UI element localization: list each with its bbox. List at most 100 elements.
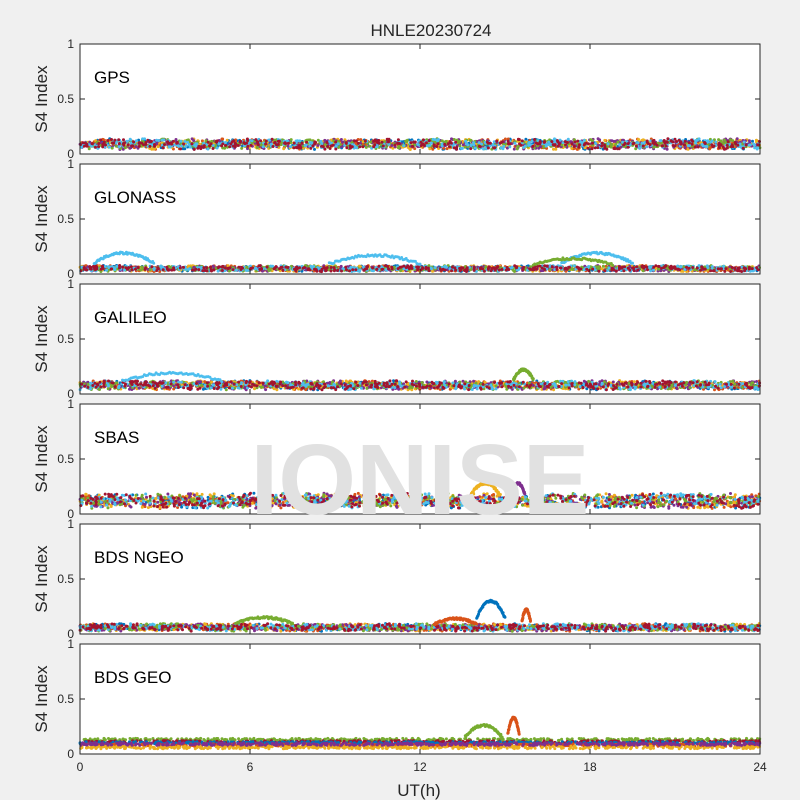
data-point bbox=[237, 265, 241, 269]
data-point bbox=[215, 146, 219, 150]
data-point bbox=[555, 268, 559, 271]
data-point bbox=[348, 146, 352, 150]
data-point bbox=[321, 145, 325, 149]
data-point bbox=[687, 266, 691, 270]
data-point bbox=[99, 138, 103, 142]
data-point bbox=[550, 265, 554, 269]
data-point bbox=[377, 264, 381, 268]
data-point bbox=[500, 268, 504, 271]
data-point bbox=[224, 144, 227, 147]
data-point bbox=[299, 146, 303, 150]
data-point bbox=[334, 140, 338, 144]
data-point bbox=[489, 269, 493, 273]
data-point bbox=[614, 143, 618, 146]
data-point bbox=[554, 147, 558, 151]
data-point bbox=[741, 146, 745, 150]
data-point bbox=[216, 266, 220, 270]
data-point bbox=[406, 264, 410, 268]
data-point bbox=[756, 146, 760, 150]
data-point bbox=[174, 138, 178, 141]
data-point bbox=[686, 144, 690, 148]
data-point bbox=[362, 268, 366, 272]
data-point bbox=[238, 140, 242, 144]
data-point bbox=[123, 146, 127, 150]
data-point bbox=[606, 142, 610, 146]
data-point bbox=[115, 264, 119, 268]
data-point bbox=[572, 145, 576, 148]
data-point bbox=[358, 145, 362, 149]
data-point bbox=[391, 146, 395, 150]
data-point bbox=[316, 144, 320, 147]
data-point bbox=[452, 138, 456, 141]
data-point bbox=[148, 144, 152, 148]
data-point bbox=[516, 145, 520, 148]
data-point bbox=[710, 265, 714, 269]
data-point bbox=[340, 269, 343, 273]
data-point bbox=[443, 142, 447, 146]
data-point bbox=[600, 144, 604, 148]
data-point bbox=[257, 264, 261, 268]
data-point bbox=[726, 140, 730, 144]
data-point bbox=[397, 146, 401, 150]
data-point bbox=[419, 144, 423, 148]
data-point bbox=[628, 268, 632, 272]
data-point bbox=[351, 268, 355, 272]
data-point bbox=[573, 140, 577, 144]
data-point bbox=[686, 147, 690, 151]
panel-plot-area bbox=[80, 164, 760, 274]
data-point bbox=[637, 137, 640, 141]
data-point bbox=[413, 147, 417, 151]
data-point bbox=[725, 143, 729, 147]
y-tick-label: 0.5 bbox=[57, 92, 74, 106]
data-point bbox=[212, 268, 216, 272]
data-point bbox=[552, 147, 555, 151]
data-point bbox=[316, 138, 320, 142]
data-point bbox=[634, 147, 638, 151]
data-point bbox=[500, 140, 504, 144]
data-point bbox=[256, 143, 260, 147]
data-point bbox=[431, 137, 435, 141]
data-point bbox=[117, 145, 121, 149]
data-point bbox=[484, 265, 488, 269]
data-point bbox=[194, 142, 198, 146]
panel-label-gps: GPS bbox=[94, 68, 130, 87]
data-point bbox=[646, 142, 650, 145]
data-point bbox=[724, 267, 728, 271]
data-point bbox=[110, 141, 114, 145]
data-point bbox=[733, 266, 737, 270]
data-point bbox=[246, 139, 250, 142]
data-point bbox=[146, 138, 150, 142]
data-point bbox=[596, 137, 600, 141]
data-point bbox=[402, 144, 406, 148]
data-point bbox=[296, 146, 299, 150]
data-point bbox=[271, 264, 275, 268]
data-point bbox=[276, 143, 280, 146]
data-point bbox=[570, 147, 574, 150]
data-points-gps bbox=[78, 137, 762, 151]
data-point bbox=[90, 142, 94, 146]
data-point bbox=[215, 140, 219, 144]
data-point bbox=[512, 147, 516, 151]
data-point bbox=[289, 138, 293, 142]
y-tick-label: 1 bbox=[67, 37, 74, 51]
data-point bbox=[660, 266, 664, 270]
data-point bbox=[473, 146, 477, 150]
data-point bbox=[733, 141, 737, 144]
data-point bbox=[571, 268, 575, 271]
data-point bbox=[740, 270, 744, 273]
data-point bbox=[455, 147, 459, 151]
data-point bbox=[600, 267, 604, 271]
data-point bbox=[125, 139, 129, 143]
data-point bbox=[691, 266, 695, 269]
data-point bbox=[522, 146, 526, 149]
data-point bbox=[170, 268, 174, 272]
data-point bbox=[515, 266, 518, 270]
data-point bbox=[267, 269, 271, 273]
data-point bbox=[419, 140, 423, 144]
data-point bbox=[659, 139, 663, 143]
data-point bbox=[87, 147, 91, 151]
data-point bbox=[705, 264, 709, 268]
data-point bbox=[626, 142, 630, 146]
data-point bbox=[699, 268, 703, 272]
